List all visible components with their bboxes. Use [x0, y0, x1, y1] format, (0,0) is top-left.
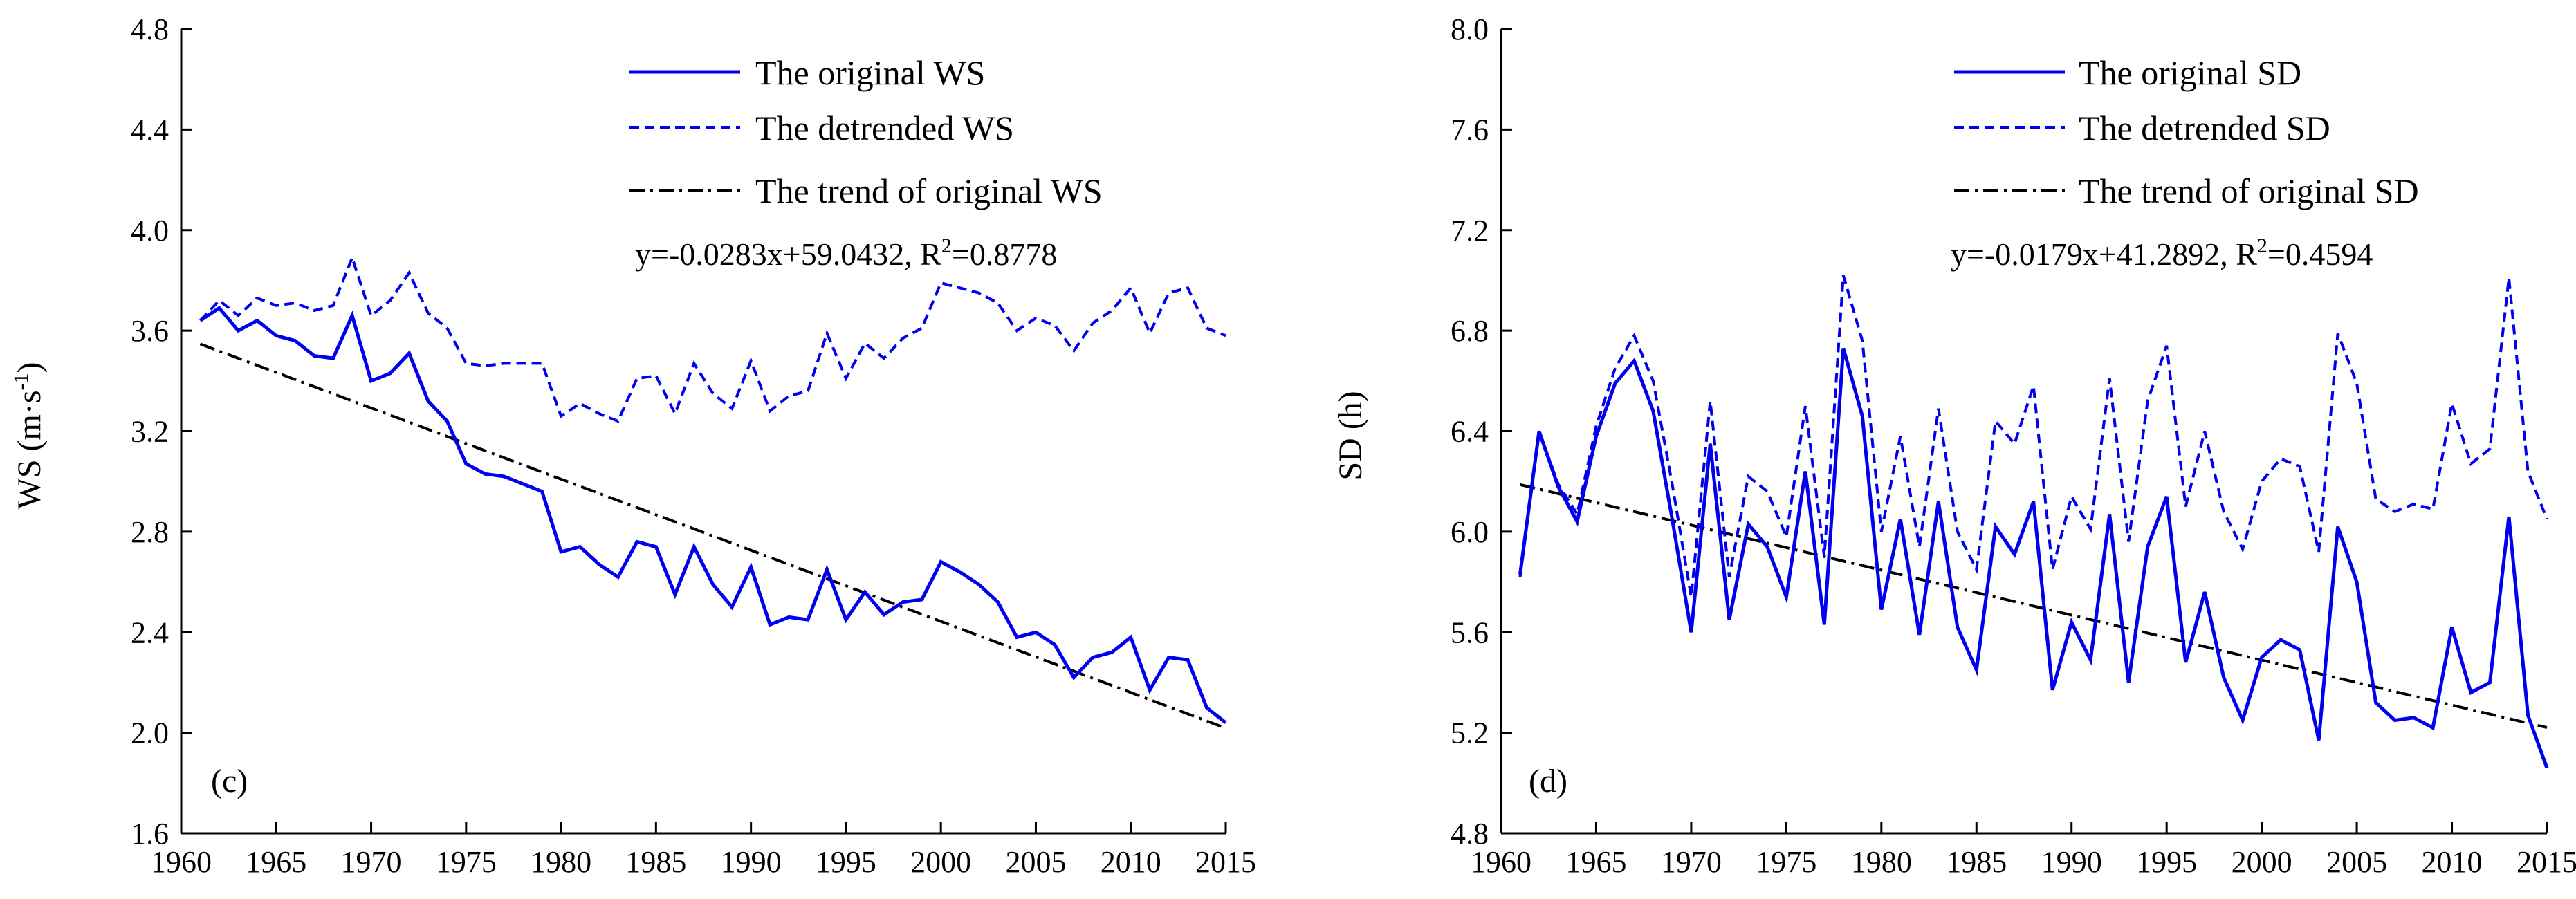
x-tick-label: 1965	[246, 845, 306, 879]
y-tick-label: 6.0	[1451, 515, 1489, 549]
x-tick-label: 1995	[2136, 845, 2197, 879]
x-tick-label: 2010	[2422, 845, 2483, 879]
y-tick-label: 4.8	[131, 12, 169, 46]
y-tick-label: 5.6	[1451, 615, 1489, 649]
x-tick-label: 2000	[2232, 845, 2292, 879]
original-series-line-sd	[1518, 347, 2549, 769]
legend-ws: The original WS The detrended WS The tre…	[629, 53, 1103, 210]
panel-label-d: (d)	[1529, 763, 1567, 799]
y-tick-label: 3.2	[131, 415, 169, 449]
x-tick-label: 2005	[1005, 845, 1066, 879]
detrended-series-line-sd	[1518, 275, 2548, 597]
y-tick-label: 6.8	[1451, 314, 1489, 348]
y-tick-label: 7.2	[1451, 214, 1489, 248]
series-layer-ws	[199, 253, 1227, 725]
x-tick-label: 1975	[1756, 845, 1816, 879]
panel-label-c: (c)	[211, 763, 248, 799]
y-axis-title-ws: WS (m·s-1)	[10, 362, 48, 510]
trend-line-ws	[199, 342, 1226, 730]
y-tick-label: 4.8	[1451, 817, 1489, 851]
legend-sd: The original SD The detrended SD The tre…	[1954, 53, 2419, 210]
y-tick-label: 3.6	[131, 314, 169, 348]
x-tick-label: 1985	[625, 845, 686, 879]
axes-sd: 4.8 5.2 5.6 6.0 6.4 6.8 7.2 7.6 8.0 1960 1965 1970 1…	[1451, 12, 2576, 879]
y-axis-title-sd: SD (h)	[1332, 391, 1369, 480]
x-tick-label: 1965	[1565, 845, 1626, 879]
x-tick-label: 2010	[1101, 845, 1161, 879]
x-tick-label: 1990	[2041, 845, 2102, 879]
x-tick-label: 1970	[1661, 845, 1722, 879]
y-tick-label: 7.6	[1451, 113, 1489, 147]
y-tick-label: 2.4	[131, 615, 169, 649]
series-layer-sd	[1518, 275, 2549, 769]
x-tick-label: 1985	[1946, 845, 2007, 879]
y-tick-label: 6.4	[1451, 415, 1489, 449]
x-tick-label: 1975	[436, 845, 497, 879]
legend-label-detrended-sd: The detrended SD	[2079, 109, 2330, 147]
axes-ws: 1.6 2.0 2.4 2.8 3.2 3.6 4.0 4.4 4.8 1960 1965 1970 1…	[131, 12, 1256, 879]
trend-line-sd	[1520, 483, 2548, 730]
detrended-series-line-ws	[199, 253, 1226, 423]
y-tick-label: 4.0	[131, 214, 169, 248]
legend-label-original-sd: The original SD	[2079, 53, 2301, 92]
x-tick-label: 1980	[1851, 845, 1912, 879]
trend-line-ws-path	[199, 342, 1226, 730]
x-tick-label: 1980	[531, 845, 591, 879]
y-tick-label: 1.6	[131, 817, 169, 851]
y-tick-label: 5.2	[1451, 716, 1489, 750]
y-tick-label: 4.4	[131, 113, 169, 147]
chart-panel-sd: 4.8 5.2 5.6 6.0 6.4 6.8 7.2 7.6 8.0 1960 1965 1970 1…	[1332, 12, 2576, 879]
original-series-line-ws	[199, 306, 1227, 725]
legend-label-detrended-ws: The detrended WS	[755, 109, 1014, 147]
trend-line-sd-path	[1520, 483, 2548, 730]
x-tick-label: 1960	[151, 845, 212, 879]
x-tick-label: 2015	[1195, 845, 1256, 879]
legend-label-original-ws: The original WS	[755, 53, 985, 92]
x-tick-label: 1990	[721, 845, 782, 879]
legend-label-trend-sd: The trend of original SD	[2079, 172, 2419, 210]
chart-panel-ws: 1.6 2.0 2.4 2.8 3.2 3.6 4.0 4.4 4.8 1960 1965 1970 1…	[10, 12, 1256, 879]
y-tick-label: 2.8	[131, 515, 169, 549]
regression-equation-ws: y=-0.0283x+59.0432, R2=0.8778	[635, 234, 1057, 272]
x-tick-label: 1960	[1471, 845, 1531, 879]
x-tick-label: 1970	[341, 845, 402, 879]
x-tick-label: 2000	[910, 845, 971, 879]
regression-equation-sd: y=-0.0179x+41.2892, R2=0.4594	[1951, 234, 2373, 272]
y-tick-label: 8.0	[1451, 12, 1489, 46]
y-tick-label: 2.0	[131, 716, 169, 750]
legend-label-trend-ws: The trend of original WS	[755, 172, 1103, 210]
x-tick-label: 2005	[2326, 845, 2387, 879]
x-tick-label: 2015	[2517, 845, 2576, 879]
x-tick-label: 1995	[816, 845, 876, 879]
